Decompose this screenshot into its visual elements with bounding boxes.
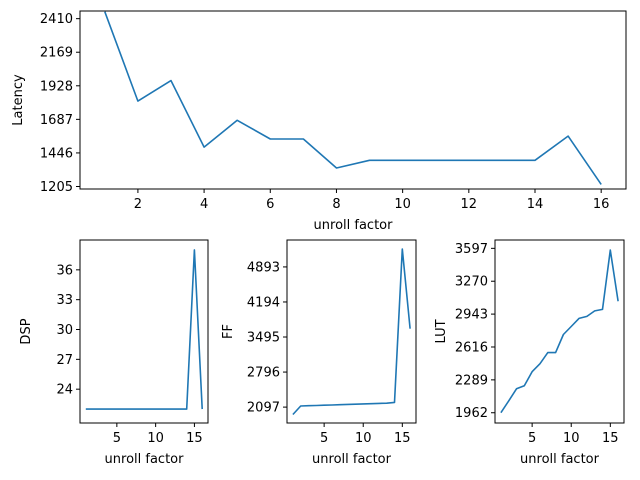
x-tick-label: 10 [563,431,580,446]
x-axis-label: unroll factor [105,452,185,467]
y-tick-label: 4194 [247,295,280,310]
y-axis-label: DSP [19,318,34,344]
x-tick-label: 5 [113,431,121,446]
y-tick-label: 2796 [247,366,280,381]
x-tick-label: 10 [394,197,411,212]
y-tick-label: 2616 [455,340,488,355]
y-tick-label: 3597 [455,242,488,257]
axes-frame [494,239,625,424]
y-tick-label: 2410 [40,12,73,27]
axes-frame [286,239,417,424]
series-line [85,249,203,410]
lut-subplot: 5 10 15 1962 2289 2616 2943 3270 3597 unroll fact… [434,239,625,467]
y-tick-label: 4893 [247,260,280,275]
x-tick-label: 2 [134,197,142,212]
x-tick-label: 4 [200,197,208,212]
y-axis-label: LUT [434,319,449,343]
x-tick-label: 5 [528,431,536,446]
x-tick-label: 12 [461,197,478,212]
y-tick-label: 3270 [455,275,488,290]
y-tick-label: 30 [56,323,73,338]
y-tick-label: 1687 [40,113,73,128]
latency-subplot: 2 4 6 8 10 12 14 16 1205 1446 1687 1928 2169 2410 unro… [11,10,627,233]
x-axis-label: unroll factor [312,452,392,467]
y-tick-label: 24 [56,383,73,398]
x-tick-label: 14 [527,197,544,212]
y-axis-label: FF [221,324,236,339]
x-tick-label: 10 [147,431,164,446]
y-tick-label: 1928 [40,79,73,94]
y-axis-label: Latency [11,74,26,126]
y-tick-label: 2943 [455,308,488,323]
axes-frame [79,239,209,424]
x-tick-label: 6 [266,197,274,212]
y-tick-label: 27 [56,353,73,368]
y-tick-label: 2169 [40,46,73,61]
x-tick-label: 15 [394,431,411,446]
y-tick-label: 2097 [247,401,280,416]
x-axis-label: unroll factor [314,218,394,233]
series-line [500,249,619,414]
axes-frame [79,10,627,190]
y-tick-label: 1962 [455,406,488,421]
y-tick-label: 33 [56,293,73,308]
x-axis-label: unroll factor [520,452,600,467]
x-tick-label: 10 [355,431,372,446]
y-tick-label: 36 [56,263,73,278]
series-line [104,11,602,185]
y-tick-label: 1205 [40,180,73,195]
y-tick-label: 3495 [247,331,280,346]
series-line [292,248,411,416]
x-tick-label: 15 [186,431,203,446]
x-tick-label: 15 [602,431,619,446]
x-tick-label: 8 [332,197,340,212]
x-tick-label: 5 [320,431,328,446]
x-tick-label: 16 [593,197,610,212]
dsp-subplot: 5 10 15 24 27 30 33 36 unroll factor DSP [19,239,209,467]
y-tick-label: 1446 [40,146,73,161]
y-tick-label: 2289 [455,373,488,388]
ff-subplot: 5 10 15 2097 2796 3495 4194 4893 unroll factor FF [221,239,417,467]
